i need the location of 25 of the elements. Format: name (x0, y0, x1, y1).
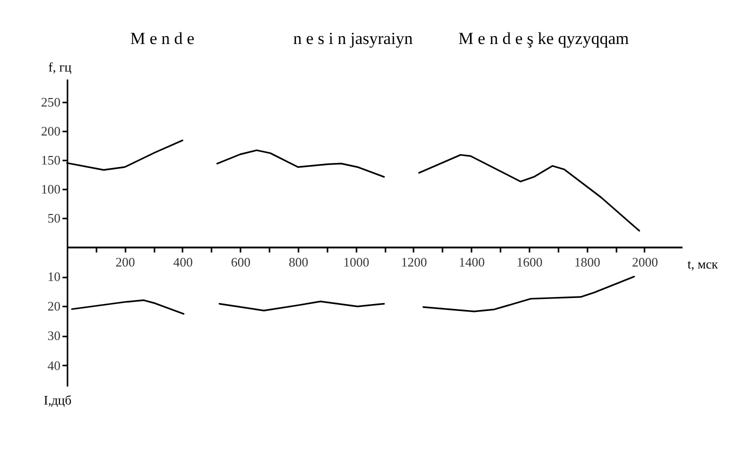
x-tick-label: 1200 (400, 254, 427, 270)
y-tick-label: 30 (48, 328, 60, 344)
x-tick-label: 600 (230, 254, 250, 270)
text: n e s i n jasyraiyn (293, 29, 414, 48)
y-tick-label: 200 (41, 124, 60, 139)
y-axis-title: I,дцб (44, 392, 72, 408)
y-tick-label: 150 (41, 152, 60, 168)
x-axis-title: t, мск (688, 256, 719, 272)
x-tick-label: 800 (288, 254, 308, 270)
y-tick-label: 20 (48, 298, 60, 314)
text: M e n d e ş ke qyzyqqam (458, 29, 629, 48)
x-tick-label: 200 (115, 254, 135, 270)
y-tick-label: 10 (48, 269, 60, 284)
x-tick-label: 400 (173, 254, 193, 270)
y-axis-title: f, гц (48, 60, 72, 74)
text: M e n d e (130, 29, 194, 48)
y-tick-label: 50 (48, 210, 60, 226)
y-tick-label: 100 (41, 182, 60, 197)
x-tick-label: 1400 (458, 254, 485, 270)
x-tick-label: 1600 (516, 254, 542, 270)
x-tick-label: 2000 (632, 254, 658, 270)
x-tick-label: 1000 (343, 254, 370, 270)
y-tick-label: 40 (48, 358, 60, 373)
x-tick-label: 1800 (574, 254, 600, 270)
y-tick-label: 250 (41, 94, 60, 110)
